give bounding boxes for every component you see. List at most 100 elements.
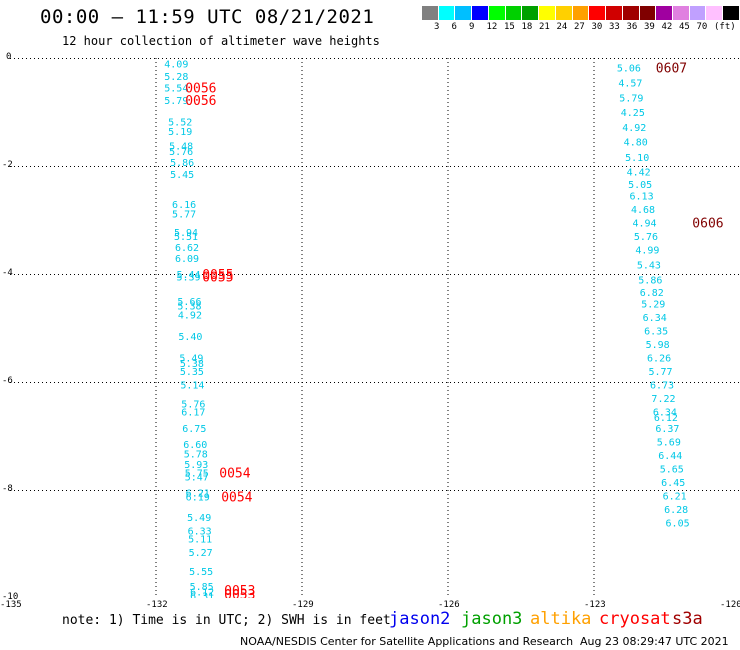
latitude-tick-label: -4 [2, 268, 13, 278]
legend-tick-label: 45 [679, 22, 690, 32]
legend-tick-label: 3 [434, 22, 440, 32]
legend-swatch [589, 6, 607, 20]
legend-swatch [422, 6, 439, 20]
swh-label: 5.49 [187, 513, 211, 524]
swh-label: 5.76 [181, 400, 205, 411]
swh-label: 5.76 [634, 232, 658, 243]
legend-tick-label: 9 [469, 22, 475, 32]
legend-tick-label: 39 [644, 22, 655, 32]
swh-label: 6.12 [654, 413, 678, 424]
time-label: 0056 [185, 82, 216, 97]
longitude-tick-label: -120 [720, 600, 740, 610]
swh-label: 6.12 [190, 588, 214, 598]
satellite-jason2: jason2 [389, 609, 451, 629]
legend-tick-label: 24 [556, 22, 568, 32]
latitude-tick-label: 0 [6, 52, 12, 62]
legend-tick-label: 6 [451, 22, 457, 32]
legend-swatch [706, 6, 724, 20]
swh-label: 5.79 [619, 93, 643, 104]
swh-label: 4.92 [178, 311, 202, 322]
swh-label: 5.38 [177, 301, 201, 312]
swh-label: 6.62 [175, 243, 199, 254]
swh-label: 5.65 [660, 464, 684, 475]
legend-swatch [522, 6, 540, 20]
swh-label: 5.98 [646, 340, 670, 351]
swh-label: 5.40 [178, 332, 202, 343]
swh-label: 6.16 [172, 200, 196, 211]
time-label: 0053 [224, 588, 255, 598]
latitude-tick-label: -8 [2, 484, 13, 494]
swh-label: 6.21 [186, 489, 210, 500]
longitude-tick-label: -123 [584, 600, 606, 610]
swh-label: 5.48 [169, 141, 193, 152]
swh-label: 5.66 [177, 297, 201, 308]
swh-label: 5.47 [185, 473, 209, 484]
legend-swatch [488, 6, 506, 20]
legend-swatch [455, 6, 473, 20]
longitude-tick-label: -129 [292, 600, 314, 610]
legend-tick-label: 15 [504, 22, 515, 32]
swh-label: 4.25 [621, 108, 645, 119]
swh-label: 6.37 [655, 424, 679, 435]
latitude-tick-label: -6 [2, 376, 13, 386]
swh-label: 5.69 [657, 437, 681, 448]
legend-swatch [673, 6, 690, 20]
longitude-tick-label: -126 [438, 600, 460, 610]
swh-label: 5.77 [172, 210, 196, 221]
legend-tick-label: (ft) [714, 22, 736, 32]
legend-tick-label: 42 [661, 22, 673, 32]
swh-label: 5.14 [180, 381, 204, 392]
swh-label: 4.94 [632, 219, 656, 230]
legend-swatch [689, 6, 707, 20]
credit-text: NOAA/NESDIS Center for Satellite Applica… [240, 635, 574, 648]
swh-label: 6.26 [647, 354, 671, 365]
swh-label: 4.92 [622, 123, 646, 134]
swh-label: 5.77 [649, 367, 673, 378]
swh-label: 7.22 [651, 394, 675, 405]
swh-label: 5.93 [184, 460, 208, 471]
swh-label: 6.17 [181, 408, 205, 419]
swh-label: 6.21 [663, 491, 687, 502]
swh-label: 6.28 [664, 505, 688, 516]
swh-label: 6.82 [640, 288, 664, 299]
swh-label: 5.52 [168, 118, 192, 129]
legend-tick-label: 36 [626, 22, 638, 32]
legend-tick-label: 33 [609, 22, 620, 32]
swh-label: 5.49 [179, 354, 203, 365]
swh-label: 6.13 [630, 192, 654, 203]
swh-label: 6.73 [650, 381, 674, 392]
swh-label: 5.86 [170, 158, 194, 169]
legend-swatch [555, 6, 573, 20]
time-label: 0055 [202, 268, 233, 283]
swh-label: 5.45 [170, 170, 194, 181]
legend-swatch [606, 6, 623, 20]
swh-label: 6.19 [186, 492, 210, 503]
satellite-altika: altika [530, 609, 592, 629]
legend-tick-label: 21 [539, 22, 550, 32]
legend-tick-label: 30 [591, 22, 603, 32]
swh-label: 5.38 [180, 359, 204, 370]
color-legend [422, 6, 740, 20]
legend-tick-label: 18 [521, 22, 533, 32]
swh-label: 5.28 [164, 72, 188, 83]
page-subtitle: 12 hour collection of altimeter wave hei… [62, 34, 380, 48]
swh-label: 6.35 [644, 327, 668, 338]
time-label: 0054 [219, 467, 250, 482]
swh-label: 6.05 [666, 518, 690, 529]
swh-label: 6.34 [653, 408, 677, 419]
time-label: 0054 [221, 490, 252, 505]
swh-label: 4.68 [631, 205, 655, 216]
swh-label: 5.43 [637, 260, 661, 271]
swh-label: 5.76 [169, 147, 193, 158]
swh-label: 6.33 [188, 527, 212, 538]
satellite-cryosat: cryosat [599, 609, 671, 629]
swh-label: 5.54 [164, 84, 188, 95]
swh-label: 5.05 [628, 180, 652, 191]
swh-label: 5.78 [184, 449, 208, 460]
swh-label: 5.19 [168, 127, 192, 138]
swh-label: 5.06 [617, 64, 641, 75]
altimeter-map: 4.095.285.545.795.525.195.485.765.865.45… [10, 58, 740, 603]
swh-label: 5.94 [174, 228, 198, 239]
swh-label: 5.51 [174, 232, 198, 243]
swh-label: 6.44 [658, 451, 682, 462]
